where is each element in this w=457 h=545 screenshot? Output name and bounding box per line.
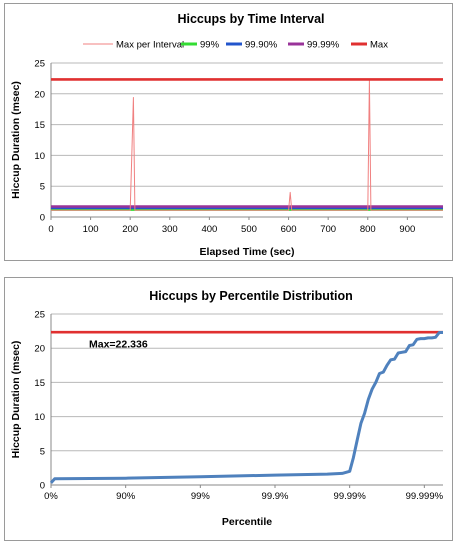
y-tick-label: 25 [34, 59, 45, 70]
percentile-chart-panel: Hiccups by Percentile Distribution 0 5 10 15… [4, 277, 453, 541]
x-axis-label: Percentile [222, 516, 272, 528]
y-tick-label: 5 [40, 446, 45, 457]
y-tick-label: 5 [40, 182, 45, 193]
time-interval-chart: Hiccups by Time Interval Max per Interval… [10, 12, 443, 258]
y-tick-label: 15 [34, 378, 45, 389]
x-tick-label: 90% [116, 491, 136, 502]
x-tick-label: 800 [360, 224, 376, 235]
chart-title: Hiccups by Time Interval [177, 12, 324, 26]
x-tick-label: 99.99% [334, 491, 367, 502]
x-axis-label: Elapsed Time (sec) [200, 246, 295, 258]
x-tick-label: 99% [191, 491, 211, 502]
x-tick-label: 300 [162, 224, 178, 235]
x-tick-label: 700 [320, 224, 336, 235]
x-tick-label: 100 [83, 224, 99, 235]
y-tick-label: 0 [40, 213, 45, 224]
x-tick-label: 99.9% [262, 491, 289, 502]
y-axis-label: Hiccup Duration (msec) [10, 81, 22, 199]
x-tick-label: 0 [48, 224, 53, 235]
time-interval-chart-panel: Hiccups by Time Interval Max per Interval… [4, 3, 453, 261]
percentile-chart: Hiccups by Percentile Distribution 0 5 10 15… [10, 289, 444, 528]
chart-title: Hiccups by Percentile Distribution [149, 289, 353, 303]
y-tick-label: 10 [34, 412, 45, 423]
percentile-curve [49, 331, 443, 484]
x-tick-label: 400 [201, 224, 217, 235]
y-tick-label: 20 [34, 89, 45, 100]
x-tick-label: 0% [44, 491, 58, 502]
max-annotation: Max=22.336 [89, 339, 148, 351]
legend-label-0: Max per Interval [116, 40, 184, 51]
legend-label-1: 99% [200, 40, 220, 51]
legend-label-3: 99.99% [307, 40, 340, 51]
x-tick-label: 99.999% [406, 491, 444, 502]
x-tick-label: 500 [241, 224, 257, 235]
y-tick-label: 10 [34, 151, 45, 162]
legend-label-2: 99.90% [245, 40, 278, 51]
y-tick-label: 15 [34, 120, 45, 131]
legend-label-4: Max [370, 40, 388, 51]
x-tick-label: 600 [281, 224, 297, 235]
x-tick-label: 900 [399, 224, 415, 235]
y-tick-label: 20 [34, 344, 45, 355]
x-tick-label: 200 [122, 224, 138, 235]
y-tick-label: 0 [40, 481, 45, 492]
y-axis-label: Hiccup Duration (msec) [10, 341, 22, 459]
y-tick-label: 25 [34, 310, 45, 321]
series-line-0 [51, 79, 443, 211]
